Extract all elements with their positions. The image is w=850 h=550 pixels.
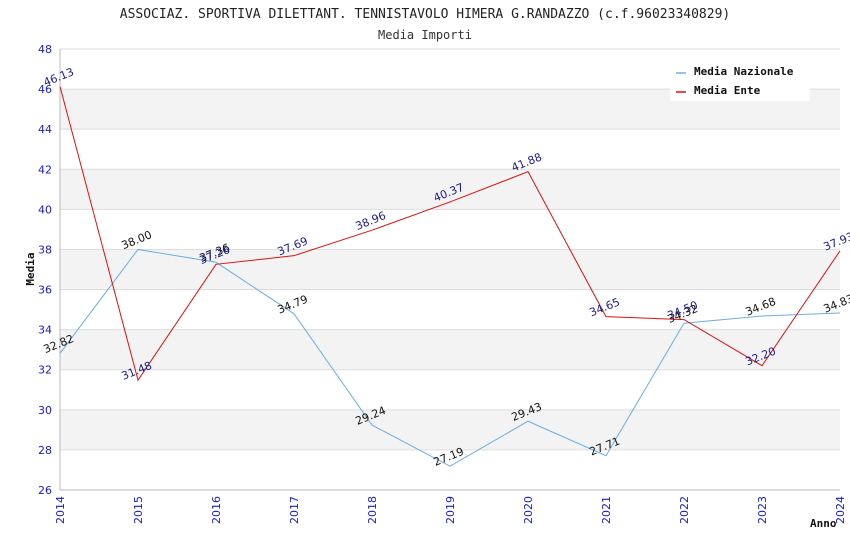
- y-tick-label: 34: [38, 324, 52, 337]
- data-label: 38.00: [120, 228, 154, 252]
- data-label: 38.96: [354, 209, 388, 233]
- legend-label-0: Media Nazionale: [694, 65, 794, 78]
- y-tick-label: 30: [38, 404, 52, 417]
- x-tick-label: 2018: [366, 496, 379, 524]
- y-tick-label: 44: [38, 123, 52, 136]
- y-tick-label: 28: [38, 444, 52, 457]
- x-axis-label: Anno: [810, 517, 837, 530]
- y-tick-label: 46: [38, 83, 52, 96]
- y-tick-label: 42: [38, 163, 52, 176]
- x-tick-label: 2017: [288, 496, 301, 524]
- x-tick-label: 2019: [444, 496, 457, 524]
- plot-band: [60, 249, 840, 290]
- plot-band: [60, 329, 840, 370]
- y-tick-label: 38: [38, 243, 52, 256]
- plot-band: [60, 409, 840, 450]
- x-tick-label: 2023: [756, 496, 769, 524]
- x-tick-label: 2020: [522, 496, 535, 524]
- y-tick-labels: 26 28 30 32 34 36 38 40 42 44 46 48: [38, 43, 52, 497]
- data-label: 46.13: [42, 65, 76, 89]
- y-tick-label: 48: [38, 43, 52, 56]
- x-tick-label: 2021: [600, 496, 613, 524]
- plot-background: [60, 89, 840, 450]
- legend-box: [670, 60, 810, 101]
- legend-label-1: Media Ente: [694, 84, 761, 97]
- series-lines: [59, 86, 841, 467]
- data-label: 34.83: [822, 292, 850, 316]
- plot-band: [60, 169, 840, 210]
- y-tick-label: 32: [38, 364, 52, 377]
- x-tick-label: 2014: [54, 496, 67, 524]
- y-tick-label: 40: [38, 203, 52, 216]
- x-tick-labels: 2014 2015 2016 2017 2018 2019 2020 2021 2022 2023…: [54, 496, 847, 524]
- y-axis-label: Media: [24, 252, 37, 285]
- x-tick-label: 2015: [132, 496, 145, 524]
- y-tick-label: 26: [38, 484, 52, 497]
- chart-subtitle: Media Importi: [378, 28, 472, 42]
- data-label: 34.65: [588, 295, 622, 319]
- legend: Media Nazionale Media Ente: [670, 60, 810, 101]
- grid-lines: [60, 48, 840, 491]
- x-tick-label: 2016: [210, 496, 223, 524]
- x-tick-label: 2024: [834, 496, 847, 524]
- series-line-1: [59, 86, 841, 382]
- chart-title: ASSOCIAZ. SPORTIVA DILETTANT. TENNISTAVO…: [120, 7, 730, 22]
- series-line-0: [59, 248, 841, 467]
- y-tick-label: 36: [38, 284, 52, 297]
- axes: [59, 49, 840, 491]
- x-tick-label: 2022: [678, 496, 691, 524]
